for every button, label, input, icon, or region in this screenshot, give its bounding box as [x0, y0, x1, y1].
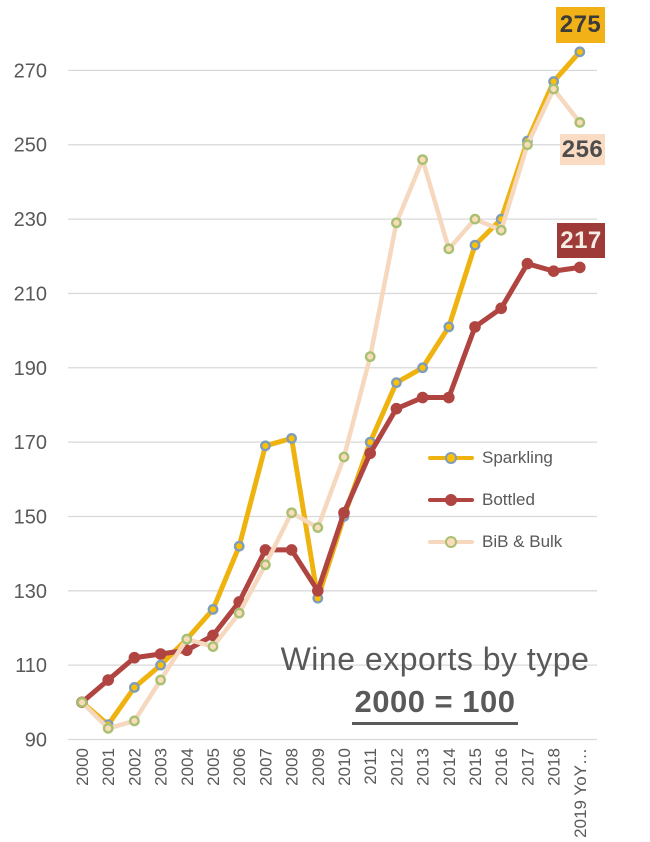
y-axis-label: 250	[14, 135, 47, 157]
y-axis-label: 150	[14, 506, 47, 528]
data-label-sparkling-275: 275	[556, 7, 605, 43]
legend-item-bottled: Bottled	[428, 486, 562, 514]
bottled-marker	[495, 302, 508, 315]
sparkling-marker	[259, 440, 271, 452]
x-axis-label: 2014	[440, 748, 459, 786]
y-axis-label: 230	[14, 209, 47, 231]
bib-bulk-marker	[233, 607, 245, 619]
x-axis-label: 2018	[545, 748, 564, 786]
bib-bulk-line-marker-icon	[428, 535, 474, 549]
x-axis-label: 2012	[387, 748, 406, 786]
bottled-marker	[521, 257, 534, 270]
y-axis-label: 190	[14, 358, 47, 380]
bottled-marker	[285, 544, 298, 556]
x-axis-label: 2015	[466, 748, 485, 786]
x-axis-label: 2013	[414, 748, 433, 786]
bib-bulk-marker	[181, 633, 193, 645]
legend-label-bib-bulk: BiB & Bulk	[482, 532, 563, 551]
x-axis-label: 2002	[125, 748, 144, 786]
chart-subtitle-wrap: 2000 = 100	[240, 684, 630, 725]
sparkling-marker	[469, 239, 481, 251]
data-label-bib-bulk-256: 256	[560, 134, 605, 165]
bib-bulk-marker	[495, 224, 507, 236]
legend-label-bottled: Bottled	[482, 490, 535, 509]
x-axis-label: 2004	[178, 748, 197, 786]
bib-bulk-marker	[76, 696, 88, 708]
bottled-marker	[547, 265, 560, 277]
x-axis-label: 2009	[309, 748, 328, 786]
bottled-marker	[312, 585, 324, 597]
bottled-marker	[338, 506, 350, 519]
y-axis-label: 110	[15, 655, 47, 677]
chart-subtitle: 2000 = 100	[352, 684, 518, 725]
sparkling-marker	[155, 659, 167, 671]
x-axis-label: 2019 YoY…	[571, 748, 590, 838]
legend-label-sparkling: Sparkling	[482, 448, 553, 467]
sparkling-marker	[128, 682, 140, 693]
sparkling-line-marker-icon	[428, 451, 474, 465]
bottled-marker	[207, 629, 219, 642]
x-axis-label: 2001	[99, 748, 118, 786]
bottled-marker	[469, 321, 481, 333]
bottled-marker	[154, 648, 167, 660]
bib-bulk-marker	[259, 559, 271, 571]
x-axis-label: 2003	[152, 748, 171, 786]
x-axis-label: 2000	[73, 748, 92, 786]
y-axis-label: 170	[14, 432, 47, 454]
data-label-bottled-217: 217	[557, 223, 605, 258]
y-axis-label: 270	[14, 60, 47, 82]
sparkling-marker	[443, 321, 455, 333]
chart-legend: Sparkling Bottled BiB & Bulk	[428, 444, 562, 570]
sparkling-line	[79, 49, 583, 728]
bottled-marker	[390, 402, 403, 415]
y-axis-label: 90	[25, 729, 47, 751]
sparkling-marker	[417, 362, 428, 374]
bib-bulk-line	[79, 86, 583, 731]
sparkling-marker	[286, 433, 297, 444]
sparkling-marker	[574, 46, 586, 58]
bottled-marker	[574, 261, 586, 274]
bottled-marker	[259, 544, 272, 556]
legend-item-bib-bulk: BiB & Bulk	[428, 528, 562, 556]
bib-bulk-marker	[207, 641, 219, 652]
bib-bulk-marker	[417, 154, 428, 166]
sparkling-marker	[207, 603, 219, 615]
chart-title: Wine exports by type	[280, 641, 590, 677]
bib-bulk-marker	[312, 522, 324, 534]
bib-bulk-marker	[102, 722, 114, 734]
y-axis-label: 210	[14, 283, 47, 305]
bottled-marker	[128, 651, 141, 664]
x-axis-label: 2008	[283, 748, 302, 786]
bottled-marker	[443, 391, 455, 404]
bottled-marker	[364, 447, 377, 460]
sparkling-marker	[233, 540, 245, 552]
bib-bulk-marker	[155, 674, 167, 686]
bottled-marker	[416, 391, 429, 404]
bib-bulk-marker	[364, 351, 376, 363]
bib-bulk-marker	[522, 139, 533, 151]
x-axis-label: 2007	[256, 748, 275, 786]
bottled-marker	[102, 674, 114, 686]
bottled-line-marker-icon	[428, 493, 474, 507]
bib-bulk-marker	[574, 117, 586, 128]
bib-bulk-marker	[128, 715, 140, 727]
x-axis-label: 2017	[518, 748, 537, 786]
x-axis-label: 2016	[492, 748, 511, 786]
legend-item-sparkling: Sparkling	[428, 444, 562, 472]
bib-bulk-marker	[286, 507, 297, 519]
bib-bulk-marker	[390, 217, 402, 229]
x-axis-label: 2005	[204, 748, 223, 786]
sparkling-marker	[390, 377, 402, 389]
x-axis-label: 2011	[361, 748, 380, 785]
y-axis-label: 130	[14, 581, 47, 603]
bib-bulk-marker	[469, 213, 481, 225]
bib-bulk-marker	[548, 83, 559, 95]
bib-bulk-marker	[443, 243, 455, 255]
x-axis-label: 2010	[335, 748, 354, 786]
x-axis-label: 2006	[230, 748, 249, 786]
bib-bulk-marker	[338, 451, 350, 463]
